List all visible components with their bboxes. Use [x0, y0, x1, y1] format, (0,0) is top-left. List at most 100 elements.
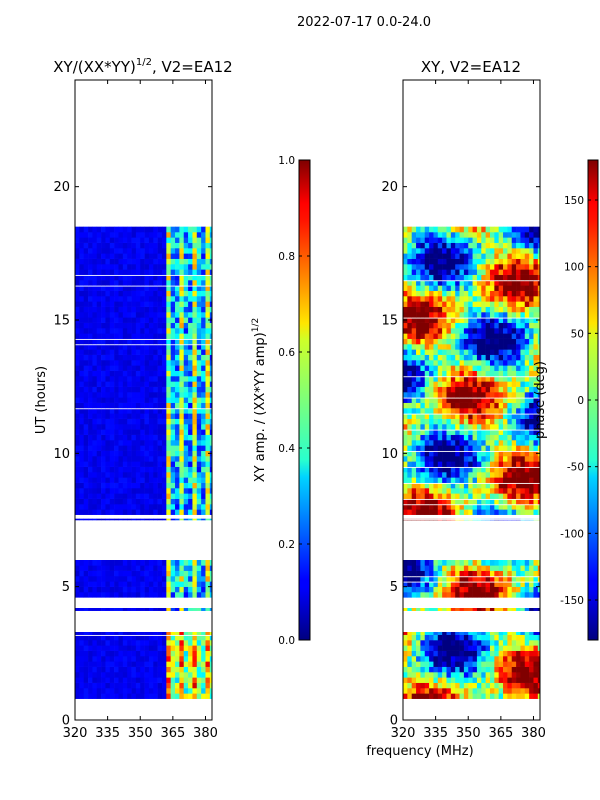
heatmap-cell: [476, 226, 482, 233]
heatmap-cell: [183, 253, 189, 259]
heatmap-cell: [201, 333, 206, 339]
heatmap-cell: [148, 634, 154, 641]
heatmap-cell: [122, 280, 128, 286]
heatmap-cell: [201, 360, 206, 366]
heatmap-cell: [92, 322, 98, 329]
heatmap-cell: [105, 493, 111, 499]
x-tick-label: 335: [95, 726, 120, 741]
heatmap-cell: [429, 248, 434, 254]
heatmap-cell: [459, 482, 465, 489]
heatmap-cell: [118, 424, 124, 430]
heatmap-cell: [166, 237, 171, 243]
heatmap-cell: [516, 656, 521, 662]
heatmap-cell: [183, 581, 189, 587]
heatmap-cell: [407, 349, 412, 355]
heatmap-cell: [148, 477, 154, 483]
heatmap-cell: [537, 488, 540, 494]
heatmap-cell: [416, 661, 421, 667]
heatmap-cell: [511, 498, 517, 505]
heatmap-cell: [511, 493, 517, 499]
heatmap-cell: [503, 312, 508, 318]
heatmap-cell: [468, 402, 473, 409]
heatmap-cell: [511, 226, 517, 233]
heatmap-cell: [446, 672, 452, 678]
heatmap-cell: [420, 666, 426, 673]
heatmap-cell: [437, 429, 443, 435]
heatmap-cell: [109, 640, 115, 646]
heatmap-cell: [511, 408, 517, 414]
heatmap-cell: [75, 328, 80, 334]
heatmap-cell: [472, 365, 478, 371]
heatmap-cell: [79, 392, 84, 398]
heatmap-cell: [122, 301, 128, 307]
heatmap-cell: [157, 509, 163, 515]
heatmap-cell: [148, 376, 154, 382]
heatmap-cell: [205, 333, 211, 339]
heatmap-cell: [79, 498, 84, 505]
heatmap-cell: [520, 386, 526, 393]
heatmap-cell: [101, 306, 106, 313]
heatmap-cell: [442, 466, 447, 473]
heatmap-cell: [153, 338, 158, 345]
heatmap-cell: [529, 274, 534, 281]
heatmap-cell: [175, 344, 180, 350]
heatmap-cell: [179, 338, 185, 345]
heatmap-cell: [175, 440, 180, 446]
heatmap-cell: [201, 440, 206, 446]
heatmap-cell: [463, 290, 469, 297]
heatmap-cell: [153, 296, 158, 302]
heatmap-cell: [455, 370, 460, 377]
heatmap-cell: [75, 381, 80, 387]
heatmap-cell: [127, 677, 132, 683]
heatmap-cell: [153, 424, 158, 430]
heatmap-cell: [411, 322, 417, 329]
heatmap-cell: [485, 666, 491, 673]
heatmap-cell: [122, 493, 128, 499]
heatmap-cell: [192, 466, 198, 473]
heatmap-cell: [153, 693, 158, 699]
heatmap-cell: [411, 370, 417, 377]
heatmap-cell: [196, 672, 202, 678]
heatmap-cell: [75, 418, 80, 425]
heatmap-cell: [516, 493, 521, 499]
heatmap-cell: [411, 560, 417, 566]
heatmap-cell: [161, 518, 167, 521]
heatmap-cell: [503, 504, 508, 510]
heatmap-cell: [88, 581, 93, 587]
heatmap-cell: [144, 518, 150, 521]
heatmap-cell: [92, 328, 98, 334]
heatmap-cell: [424, 301, 430, 307]
heatmap-cell: [101, 301, 106, 307]
heatmap-cell: [476, 296, 482, 302]
heatmap-cell: [511, 434, 517, 441]
heatmap-cell: [537, 397, 540, 403]
heatmap-cell: [88, 632, 93, 635]
heatmap-cell: [122, 264, 128, 270]
heatmap-cell: [101, 413, 106, 419]
heatmap-cell: [537, 661, 540, 667]
heatmap-cell: [205, 280, 211, 286]
heatmap-cell: [183, 258, 189, 265]
heatmap-cell: [524, 280, 530, 286]
heatmap-cell: [135, 509, 141, 515]
heatmap-cell: [144, 386, 150, 393]
heatmap-cell: [131, 365, 137, 371]
heatmap-cell: [170, 656, 176, 662]
heatmap-cell: [92, 488, 98, 494]
heatmap-cell: [166, 274, 171, 281]
heatmap-cell: [122, 666, 128, 673]
heatmap-cell: [529, 413, 534, 419]
heatmap-cell: [472, 248, 478, 254]
heatmap-cell: [144, 565, 150, 571]
heatmap-cell: [79, 472, 84, 478]
heatmap-cell: [507, 296, 513, 302]
heatmap-cell: [516, 280, 521, 286]
heatmap-cell: [205, 296, 211, 302]
heatmap-cell: [144, 253, 150, 259]
heatmap-cell: [459, 248, 465, 254]
heatmap-cell: [433, 402, 439, 409]
heatmap-cell: [437, 661, 443, 667]
heatmap-cell: [511, 509, 517, 515]
heatmap-cell: [507, 242, 513, 249]
